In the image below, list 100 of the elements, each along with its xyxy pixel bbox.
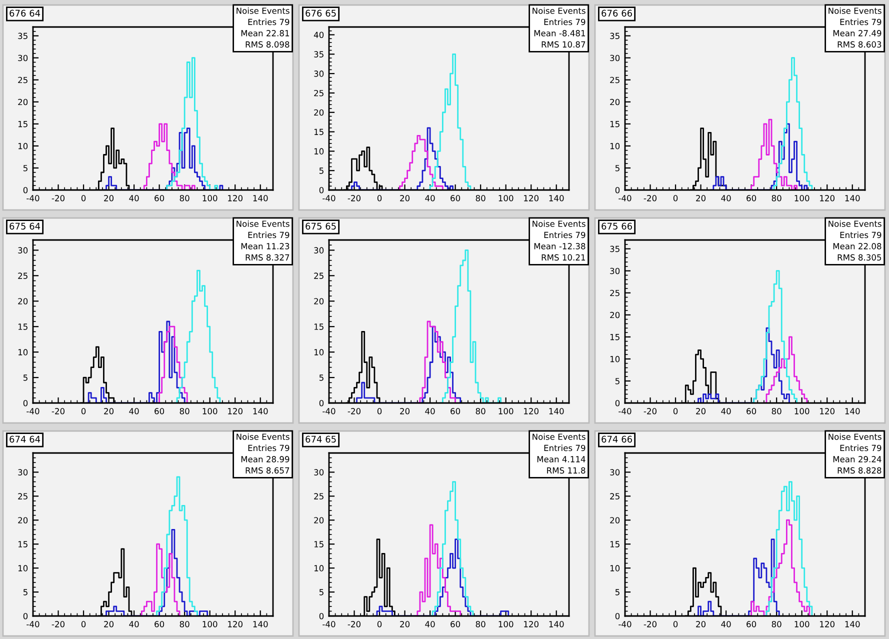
x-tick-label: 120	[820, 408, 835, 414]
x-tick-label: 100	[794, 408, 810, 414]
y-tick-label: 0	[23, 612, 28, 620]
x-tick-label: 140	[253, 195, 268, 202]
x-tick-label: 20	[104, 621, 114, 628]
y-tick-label: 20	[610, 312, 620, 318]
y-tick-label: 0	[23, 400, 28, 406]
y-tick-label: 15	[18, 121, 28, 128]
x-tick-label: 40	[129, 621, 139, 628]
x-tick-label: 120	[524, 621, 539, 628]
x-tick-label: -40	[322, 621, 336, 628]
y-tick-label: 10	[610, 565, 620, 572]
x-tick-label: 60	[450, 621, 460, 628]
x-tick-label: 100	[202, 195, 218, 202]
annotation: Mean -12.38	[534, 243, 586, 250]
y-tick-label: 25	[610, 76, 620, 84]
y-tick-label: 0	[615, 612, 620, 620]
text: Entries 79	[248, 444, 290, 452]
x-tick-label: 100	[498, 621, 514, 628]
y-tick-label: 10	[610, 142, 620, 150]
x-tick-label: 20	[104, 408, 114, 414]
chart-title: 676 65	[306, 10, 336, 17]
annotation: Mean 4.114	[537, 456, 586, 462]
x-tick-label: 0	[81, 621, 86, 628]
y-tick-label: 40	[314, 32, 324, 38]
x-tick-label: 100	[498, 195, 514, 202]
y-tick-label: 15	[18, 541, 28, 548]
annotation: RMS 8.828	[838, 467, 882, 474]
x-tick-label: 120	[820, 195, 835, 202]
y-tick-label: 10	[610, 356, 620, 362]
text: Noise Events	[236, 433, 290, 440]
y-tick-label: 15	[314, 541, 324, 548]
y-tick-label: 30	[314, 247, 324, 254]
text: Entries 79	[544, 18, 586, 26]
x-tick-label: 60	[154, 195, 164, 202]
x-tick-label: -40	[322, 195, 336, 202]
x-tick-label: 20	[696, 195, 706, 202]
y-tick-label: 10	[314, 349, 324, 356]
y-tick-label: 5	[23, 374, 28, 381]
y-tick-label: 30	[610, 268, 620, 274]
y-tick-label: 0	[319, 400, 324, 406]
y-tick-label: 5	[319, 374, 324, 381]
x-tick-label: 80	[180, 621, 190, 628]
chart-title: 676 66	[602, 10, 632, 17]
y-tick-label: 10	[18, 142, 28, 150]
x-tick-label: 100	[202, 621, 218, 628]
annotation: Mean 11.23	[241, 243, 290, 250]
y-tick-label: 30	[18, 247, 28, 254]
x-tick-label: 120	[228, 195, 243, 202]
y-tick-label: 35	[18, 32, 28, 40]
x-tick-label: 40	[721, 621, 731, 628]
y-tick-label: 30	[18, 469, 28, 476]
text: Noise Events	[236, 220, 290, 227]
y-tick-label: 30	[314, 469, 324, 476]
annotation: RMS 8.603	[838, 41, 882, 48]
x-tick-label: -20	[644, 195, 657, 202]
y-tick-label: 15	[610, 334, 620, 340]
x-tick-label: 40	[425, 621, 435, 628]
x-tick-label: -20	[348, 195, 361, 202]
annotation: Mean 22.81	[241, 30, 290, 36]
chart-title: 675 66	[602, 222, 632, 230]
y-tick-label: 5	[615, 378, 620, 384]
y-tick-label: 10	[314, 565, 324, 572]
x-tick-label: 40	[425, 408, 435, 414]
x-tick-label: 20	[104, 195, 114, 202]
y-tick-label: 10	[314, 148, 324, 154]
x-tick-label: -20	[52, 408, 65, 414]
x-tick-label: 140	[845, 621, 860, 628]
x-tick-label: 80	[772, 195, 782, 202]
x-tick-label: 100	[498, 408, 514, 414]
y-tick-label: 25	[314, 493, 324, 500]
x-tick-label: 0	[81, 195, 86, 202]
y-tick-label: 10	[18, 349, 28, 356]
x-tick-label: -20	[348, 621, 361, 628]
text: Entries 79	[840, 18, 882, 26]
y-tick-label: 25	[610, 290, 620, 296]
text: Noise Events	[532, 433, 586, 440]
x-tick-label: 140	[549, 195, 564, 202]
x-tick-label: 20	[696, 621, 706, 628]
x-tick-label: 80	[180, 408, 190, 414]
y-tick-label: 20	[314, 109, 324, 116]
y-tick-label: 25	[314, 272, 324, 279]
x-tick-label: -40	[26, 408, 40, 414]
chart-title: 674 65	[306, 436, 336, 443]
y-tick-label: 5	[615, 589, 620, 596]
y-tick-label: 20	[18, 298, 28, 304]
x-tick-label: -40	[618, 621, 632, 628]
x-tick-label: 60	[450, 195, 460, 202]
x-tick-label: 60	[746, 621, 756, 628]
x-tick-label: 80	[772, 408, 782, 414]
y-tick-label: 20	[18, 517, 28, 524]
y-tick-label: 5	[23, 165, 28, 172]
x-tick-label: 120	[228, 621, 243, 628]
y-tick-label: 25	[610, 493, 620, 500]
annotation: RMS 10.21	[542, 254, 586, 261]
x-tick-label: -20	[52, 195, 65, 202]
y-tick-label: 25	[18, 76, 28, 84]
x-tick-label: 0	[81, 408, 86, 414]
y-tick-label: 20	[314, 298, 324, 304]
x-tick-label: -20	[52, 621, 65, 628]
